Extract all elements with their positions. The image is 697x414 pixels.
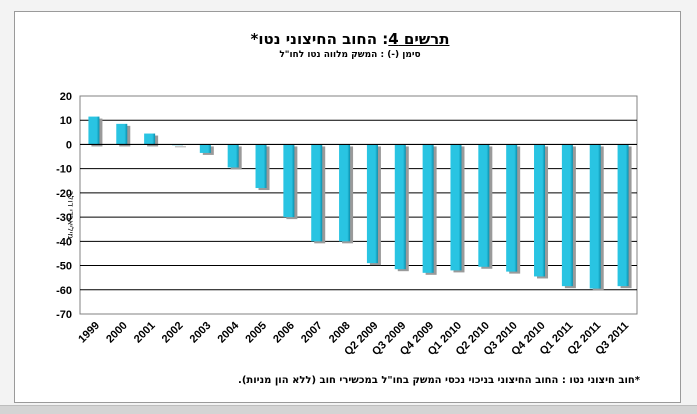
x-tick-label: 2002: [160, 320, 186, 346]
chart-title: תרשים 4: החוב החיצוני נטו*: [180, 30, 520, 48]
y-tick-label: -40: [56, 236, 72, 248]
bar: [561, 144, 573, 287]
y-tick-label: 10: [60, 115, 72, 127]
y-tick-label: 0: [66, 139, 72, 151]
x-tick-label: 2007: [299, 320, 325, 346]
bar-shadow: [174, 146, 186, 148]
y-tick-label: -10: [56, 164, 72, 176]
bar: [478, 144, 490, 267]
bar: [450, 144, 462, 271]
plot-area: [79, 95, 638, 315]
bar: [88, 116, 100, 145]
x-tick-label: 2000: [104, 320, 130, 346]
bar: [589, 144, 601, 289]
x-tick-label: 2005: [243, 320, 269, 346]
bar: [144, 133, 156, 145]
bar: [311, 144, 323, 242]
x-tick-label: 2003: [188, 320, 214, 346]
chart-subtitle: סימן (-) : המשק מלווה נטו לחו"ל: [279, 50, 421, 60]
chart-title-text: : החוב החיצוני נטו*: [250, 30, 389, 48]
x-tick-label: 2004: [215, 319, 241, 345]
bar: [366, 144, 378, 264]
y-tick-label: -30: [56, 212, 72, 224]
bar: [227, 144, 239, 168]
chart-title-number: תרשים 4: [388, 30, 450, 48]
bar: [116, 123, 128, 145]
bottom-strip: [0, 405, 697, 414]
bar: [394, 144, 406, 270]
footnote: *חוב חיצוני נטו : החוב החיצוני בניכוי נכ…: [238, 375, 640, 386]
bar: [506, 144, 518, 272]
y-tick-label: -60: [56, 285, 72, 297]
y-tick-label: -70: [56, 309, 72, 321]
bar: [283, 144, 295, 218]
y-tick-label: -20: [56, 188, 72, 200]
bar: [617, 144, 629, 287]
y-tick-label: 20: [60, 91, 72, 103]
x-tick-label: 1999: [76, 320, 102, 346]
x-tick-label: 2001: [132, 320, 158, 346]
bar: [422, 144, 434, 273]
bar: [534, 144, 546, 277]
bar: [339, 144, 351, 242]
bar: [255, 144, 267, 189]
x-tick-label: 2006: [271, 320, 297, 346]
y-tick-label: -50: [56, 261, 72, 273]
bar: [199, 144, 211, 153]
